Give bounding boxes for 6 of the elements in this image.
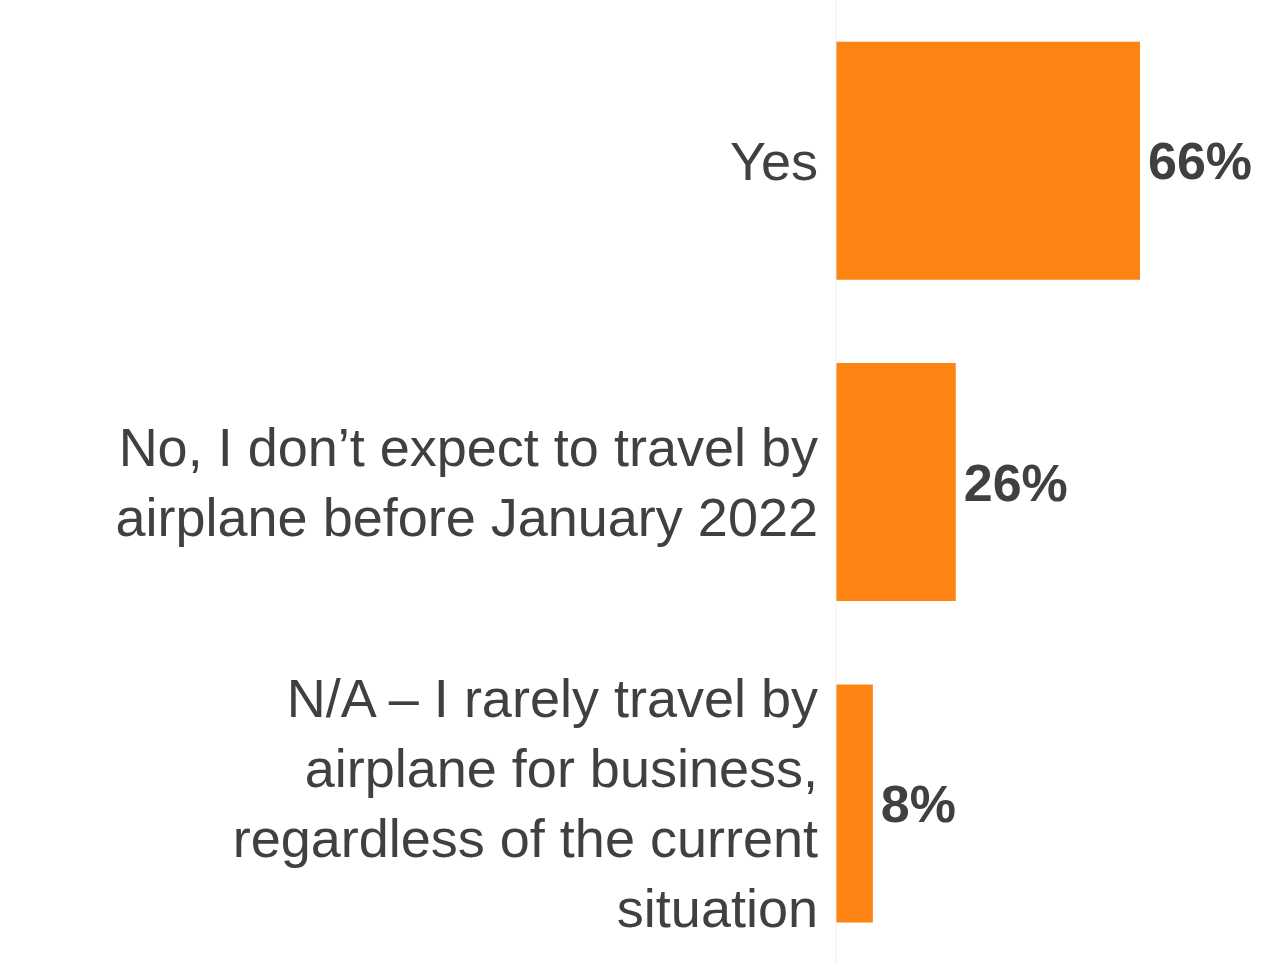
y-tick-label: No, I don’t expect to travel by airplane before January 2022: [115, 417, 818, 547]
y-tick-label: Yes: [729, 130, 818, 191]
data-label: 8%: [880, 774, 956, 833]
data-label: 66%: [1148, 132, 1253, 191]
data-label: 26%: [963, 453, 1068, 512]
y-tick-label: N/A – I rarely travel by airplane for business, regardless of the current situation: [232, 668, 818, 939]
